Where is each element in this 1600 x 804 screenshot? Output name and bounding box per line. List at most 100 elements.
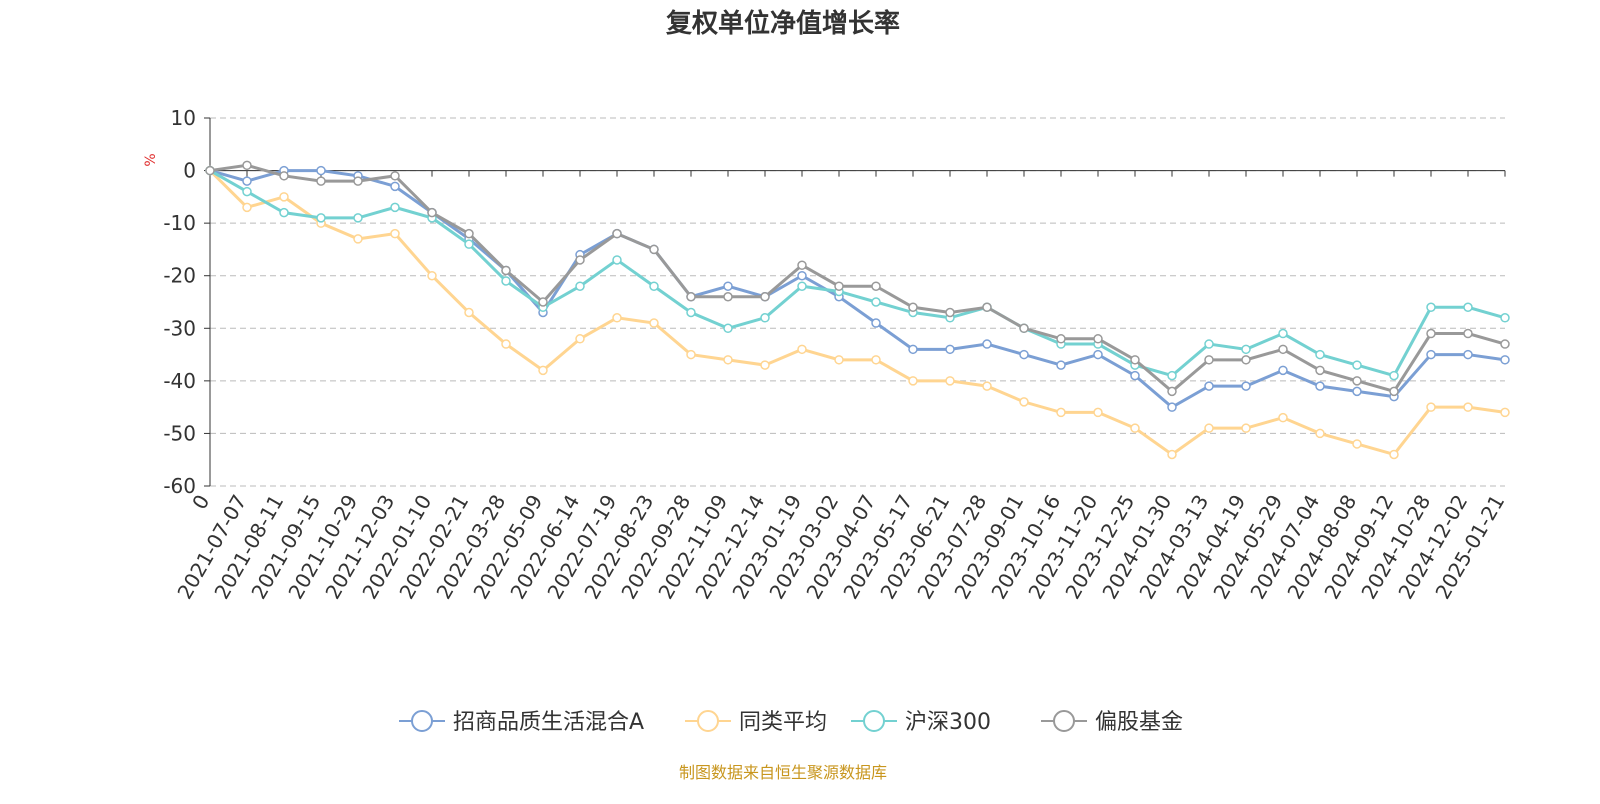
data-point	[871, 318, 881, 328]
data-point	[501, 339, 511, 349]
data-point	[1019, 349, 1029, 360]
data-point	[427, 270, 437, 281]
x-tick-label: 0	[187, 491, 214, 514]
legend-label: 招商品质生活混合A	[453, 710, 644, 735]
data-point	[1167, 370, 1177, 381]
data-point	[1315, 349, 1325, 360]
data-point	[612, 313, 622, 323]
data-point	[242, 186, 252, 197]
data-point	[1352, 386, 1362, 397]
y-tick-label: -50	[163, 421, 196, 445]
data-point	[834, 355, 844, 365]
y-tick-label: -40	[163, 369, 196, 393]
data-point	[908, 344, 918, 355]
y-tick-label: -10	[163, 211, 196, 235]
data-point	[575, 255, 585, 265]
data-point	[1463, 349, 1473, 360]
data-point	[1241, 355, 1251, 365]
data-point	[797, 270, 807, 281]
data-point	[1426, 349, 1436, 360]
data-point	[1241, 344, 1251, 355]
y-tick-label: -60	[163, 474, 196, 498]
data-point	[945, 307, 955, 318]
data-point	[279, 171, 289, 181]
data-point	[501, 276, 511, 286]
data-point	[1389, 386, 1399, 397]
data-point	[1426, 402, 1436, 412]
data-point	[538, 365, 548, 376]
data-point	[1315, 381, 1325, 391]
data-point	[1019, 323, 1029, 334]
data-point	[649, 281, 659, 291]
legend-marker	[863, 710, 885, 732]
data-point	[982, 302, 992, 313]
data-point	[205, 165, 215, 176]
data-point	[760, 360, 770, 370]
y-tick-label: 0	[183, 159, 196, 183]
data-point	[1130, 370, 1140, 381]
data-point	[316, 165, 326, 176]
data-point	[1056, 334, 1066, 344]
data-point	[982, 339, 992, 349]
data-point	[908, 376, 918, 386]
source-note: 制图数据来自恒生聚源数据库	[679, 763, 887, 782]
legend-label: 同类平均	[739, 710, 827, 735]
data-point	[1093, 334, 1103, 344]
data-point	[686, 307, 696, 318]
data-point	[1389, 370, 1399, 381]
data-point	[797, 260, 807, 270]
legend-label: 沪深300	[905, 710, 991, 735]
data-point	[1278, 344, 1288, 355]
data-point	[1500, 407, 1510, 418]
data-point	[1278, 412, 1288, 423]
data-point	[242, 176, 252, 186]
data-point	[279, 207, 289, 218]
data-point	[1167, 449, 1177, 460]
data-point	[1019, 397, 1029, 407]
data-point	[1241, 423, 1251, 433]
data-point	[1389, 449, 1399, 460]
legend-marker	[411, 710, 433, 732]
data-point	[1130, 423, 1140, 433]
data-point	[1204, 381, 1214, 391]
data-point	[723, 323, 733, 334]
data-point	[1463, 328, 1473, 339]
data-point	[427, 207, 437, 218]
data-point	[612, 228, 622, 239]
data-point	[353, 234, 363, 244]
data-point	[242, 202, 252, 213]
data-point	[390, 228, 400, 239]
data-point	[649, 318, 659, 328]
data-point	[1463, 302, 1473, 313]
data-point	[1093, 349, 1103, 360]
data-point	[1204, 423, 1214, 433]
data-point	[1130, 355, 1140, 365]
data-point	[390, 171, 400, 181]
data-point	[612, 255, 622, 265]
data-point	[390, 181, 400, 192]
data-point	[353, 176, 363, 186]
data-point	[464, 307, 474, 318]
y-axis-label: %	[143, 153, 159, 166]
data-point	[242, 160, 252, 171]
legend-marker	[1053, 710, 1075, 732]
data-point	[464, 239, 474, 249]
series-line	[209, 169, 1506, 378]
y-tick-label: -30	[163, 316, 196, 340]
data-point	[316, 213, 326, 223]
data-point	[575, 281, 585, 291]
data-point	[649, 244, 659, 255]
data-point	[1278, 365, 1288, 376]
legend-item: 同类平均	[685, 710, 827, 735]
legend-item: 偏股基金	[1041, 710, 1183, 735]
legend-label: 偏股基金	[1095, 710, 1183, 735]
data-point	[797, 281, 807, 291]
data-point	[1056, 360, 1066, 370]
data-point	[1315, 428, 1325, 439]
data-point	[945, 344, 955, 355]
data-point	[1167, 386, 1177, 397]
data-point	[908, 302, 918, 313]
data-point	[982, 381, 992, 391]
data-point	[501, 265, 511, 276]
data-point	[1426, 302, 1436, 313]
